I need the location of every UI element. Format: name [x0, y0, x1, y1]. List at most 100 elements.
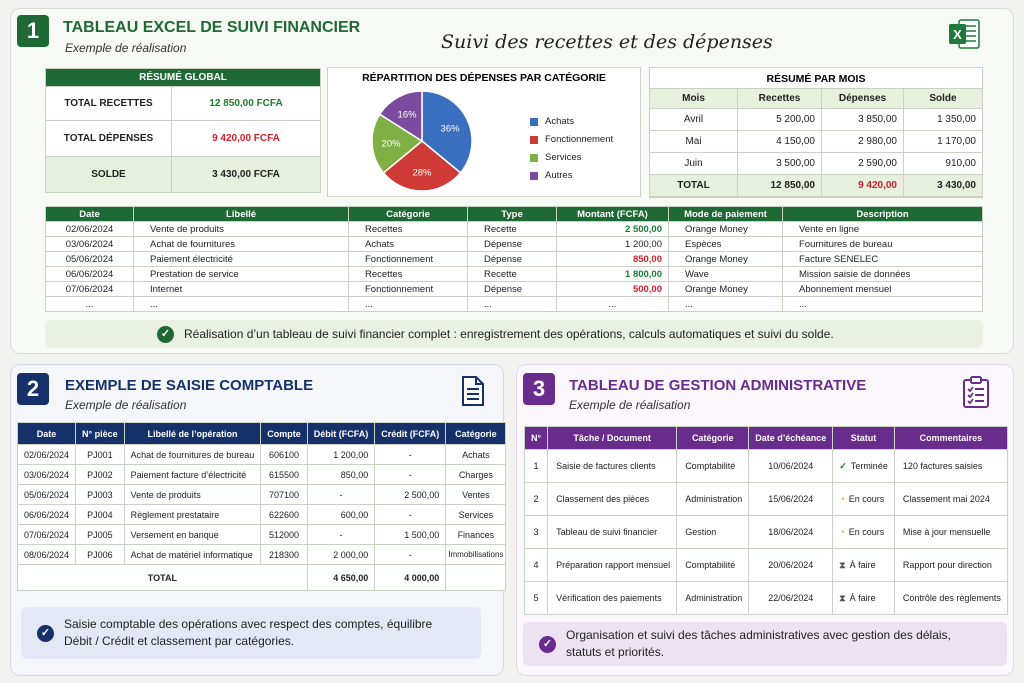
- payment-mode-cell: Espèces: [668, 236, 783, 252]
- status-cell: ✓ Terminée: [832, 449, 895, 483]
- due-date-cell: 20/06/2024: [748, 548, 834, 582]
- section-number-badge: 1: [17, 15, 49, 47]
- type-cell: ...: [467, 296, 557, 312]
- table-row: 03/06/2024 Achat de fournitures Achats Dépe…: [45, 236, 983, 252]
- col-category: Catégorie: [676, 426, 750, 450]
- debit-cell: 1 200,00: [306, 444, 376, 465]
- task-cell: Préparation rapport mensuel: [547, 548, 678, 582]
- col-number: N°: [523, 426, 549, 450]
- hourglass-icon: ⧗: [839, 592, 846, 603]
- task-cell: Saisie de factures clients: [547, 449, 678, 483]
- month-cell: Juin: [649, 152, 738, 175]
- debit-cell: -: [306, 524, 376, 545]
- legend-achats: Achats: [530, 116, 574, 127]
- date-cell: 07/06/2024: [45, 281, 134, 297]
- category-cell: Achats: [348, 236, 468, 252]
- date-cell: ...: [45, 296, 134, 312]
- account-cell: 512000: [260, 524, 308, 545]
- script-title: Suivi des recettes et des dépenses: [441, 31, 773, 53]
- col-expense: Dépenses: [821, 88, 904, 109]
- note-line: Saisie comptable des opérations avec res…: [64, 617, 433, 631]
- due-date-cell: 10/06/2024: [748, 449, 834, 483]
- payment-mode-cell: Orange Money: [668, 281, 783, 297]
- col-due-date: Date d’échéance: [748, 426, 834, 450]
- category-cell: Services: [445, 504, 507, 525]
- col-status: Statut: [832, 426, 895, 450]
- category-cell: Achats: [445, 444, 507, 465]
- date-cell: 08/06/2024: [16, 544, 77, 565]
- task-cell: Classement des pièces: [547, 482, 678, 516]
- debit-cell: 2 000,00: [306, 544, 376, 565]
- piece-cell: PJ005: [75, 524, 125, 545]
- balance-cell: 1 350,00: [903, 108, 983, 131]
- category-cell: Recettes: [348, 221, 468, 237]
- date-cell: 02/06/2024: [45, 221, 134, 237]
- piece-cell: PJ004: [75, 504, 125, 525]
- table-row: 07/06/2024 Internet Fonctionnement Dépense 5…: [45, 281, 983, 297]
- col-payment-mode: Mode de paiement: [668, 206, 783, 222]
- table-row: 06/06/2024 PJ004 Règlement prestataire 6226…: [16, 504, 507, 525]
- col-credit: Crédit (FCFA): [374, 422, 447, 445]
- task-cell: Vérification des paiements: [547, 581, 678, 615]
- month-cell: Mai: [649, 130, 738, 153]
- empty-cell: [445, 564, 507, 591]
- table-row: 02/06/2024 PJ001 Achat de fournitures de b…: [16, 444, 507, 465]
- total-expense: 9 420,00: [821, 174, 904, 197]
- total-expense-value: 9 420,00 FCFA: [171, 120, 321, 157]
- income-cell: 5 200,00: [737, 108, 822, 131]
- total-income: 12 850,00: [737, 174, 822, 197]
- label-cell: ...: [133, 296, 349, 312]
- label-cell: Prestation de service: [133, 266, 349, 282]
- legend-swatch: [530, 117, 538, 126]
- description-cell: Mission saisie de données: [782, 266, 983, 282]
- pie-slice-label: 36%: [441, 123, 461, 134]
- label-cell: Achat de fournitures: [133, 236, 349, 252]
- legend-label: Autres: [545, 170, 573, 181]
- pie-slice-autres: [378, 90, 423, 143]
- summary-note: ✓ Réalisation d’un tableau de suivi fina…: [45, 320, 983, 348]
- month-cell: Avril: [649, 108, 738, 131]
- clock-icon: ◔: [839, 527, 845, 537]
- due-date-cell: 22/06/2024: [748, 581, 834, 615]
- note-line: Organisation et suivi des tâches adminis…: [566, 628, 951, 642]
- legend-swatch: [530, 153, 538, 162]
- clock-icon: ◔: [839, 494, 845, 504]
- account-cell: 218300: [260, 544, 308, 565]
- status-cell: ◔ En cours: [832, 482, 895, 516]
- account-cell: 615500: [260, 464, 308, 485]
- expense-cell: 2 980,00: [821, 130, 904, 153]
- section-subtitle: Exemple de réalisation: [569, 398, 691, 412]
- summary-note: ✓ Organisation et suivi des tâches admin…: [523, 622, 1007, 666]
- accounting-entry-panel: 2 EXEMPLE DE SAISIE COMPTABLE Exemple de…: [10, 364, 507, 676]
- total-credit: 4 000,00: [374, 564, 447, 591]
- label-cell: Internet: [133, 281, 349, 297]
- category-cell: Fonctionnement: [348, 281, 468, 297]
- date-cell: 02/06/2024: [16, 444, 77, 465]
- pie-slice-achats: [421, 90, 473, 174]
- pie-slice-label: 16%: [398, 109, 418, 120]
- category-cell: Ventes: [445, 484, 507, 505]
- transactions-table: Date Libellé Catégorie Type Montant (FCF…: [45, 206, 983, 312]
- due-date-cell: 18/06/2024: [748, 515, 834, 549]
- status-cell: ⧗ À faire: [832, 581, 895, 615]
- category-cell: Recettes: [348, 266, 468, 282]
- credit-cell: -: [374, 504, 447, 525]
- description-cell: Vente en ligne: [782, 221, 983, 237]
- svg-text:X: X: [953, 27, 962, 42]
- table-row: 05/06/2024 PJ003 Vente de produits 707100-2…: [16, 484, 507, 505]
- check-icon: ✓: [157, 325, 174, 343]
- operation-cell: Versement en banque: [123, 524, 262, 545]
- operation-cell: Règlement prestataire: [123, 504, 262, 525]
- table-row: 06/06/2024 Prestation de service Recettes R…: [45, 266, 983, 282]
- credit-cell: 1 500,00: [374, 524, 447, 545]
- date-cell: 06/06/2024: [16, 504, 77, 525]
- monthly-summary-title: RÉSUMÉ PAR MOIS: [766, 73, 866, 85]
- accounting-table: Date N° pièce Libellé de l’opération Com…: [16, 422, 507, 591]
- comment-cell: 120 factures saisies: [893, 449, 1008, 483]
- section-title: EXEMPLE DE SAISIE COMPTABLE: [65, 377, 314, 394]
- total-expense-label: TOTAL DÉPENSES: [45, 120, 172, 157]
- debit-cell: -: [306, 484, 376, 505]
- category-cell: Charges: [445, 464, 507, 485]
- balance-value: 3 430,00 FCFA: [171, 156, 321, 193]
- date-cell: 06/06/2024: [45, 266, 134, 282]
